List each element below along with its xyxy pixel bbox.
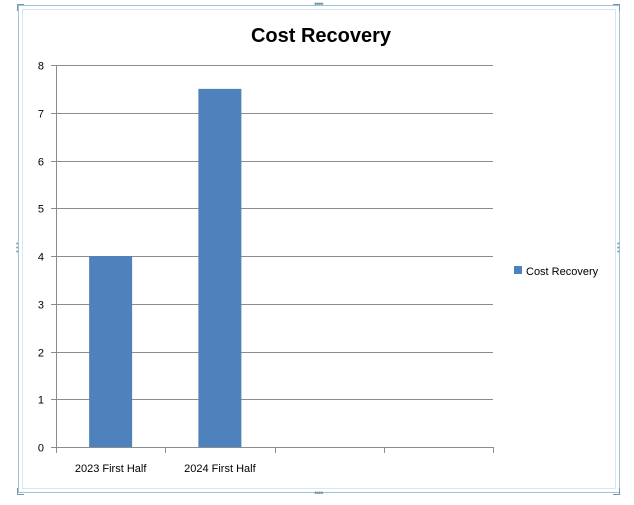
y-tick-label: 2 [38,348,44,360]
resize-handle-bottom-right[interactable] [613,488,620,495]
axes [56,65,493,448]
y-tick-label: 1 [38,395,44,407]
y-tick-label: 5 [38,204,44,216]
bar-2023 First Half[interactable] [89,256,133,447]
bar-2024 First Half[interactable] [198,88,242,447]
y-tick-label: 6 [38,157,44,169]
x-axis-ticks: 2023 First Half 2024 First Half [56,447,494,475]
chart-title: Cost Recovery [251,25,392,47]
y-tick-label: 7 [38,109,44,121]
chart-inner-border [22,9,616,489]
y-tick-label: 8 [38,61,44,73]
resize-handle-top-left[interactable] [17,4,24,11]
legend-swatch [514,266,522,274]
bars [89,88,242,447]
legend[interactable]: Cost Recovery [514,266,599,278]
resize-handle-top-right[interactable] [613,4,620,11]
resize-handle-left[interactable]: • • • [16,241,18,256]
resize-handle-top[interactable]: •••• [314,0,324,9]
resize-handle-bottom-left[interactable] [17,488,24,495]
resize-handle-bottom[interactable]: •••• [314,488,324,498]
y-tick-label: 4 [38,252,44,264]
x-tick-label: 2024 First Half [184,463,256,475]
y-axis-ticks: 0 1 2 3 4 5 6 7 8 [38,61,56,455]
y-tick-label: 0 [38,443,44,455]
y-tick-label: 3 [38,300,44,312]
resize-handle-right[interactable]: • • • [617,241,619,256]
legend-label: Cost Recovery [526,266,599,278]
x-tick-label: 2023 First Half [75,463,147,475]
